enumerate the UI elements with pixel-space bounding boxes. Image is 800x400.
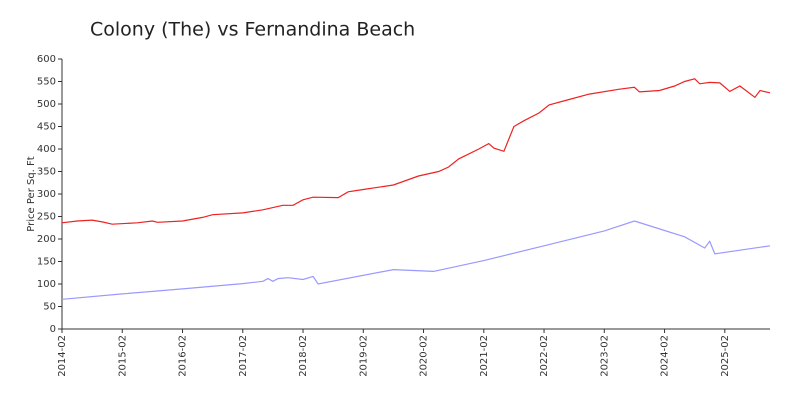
y-tick-label: 300 <box>37 189 56 200</box>
chart-title: Colony (The) vs Fernandina Beach <box>90 19 415 41</box>
x-tick-label: 2025-02 <box>720 335 731 377</box>
y-axis-label: Price Per Sq. Ft <box>26 156 37 231</box>
x-tick-label: 2018-02 <box>298 335 309 377</box>
x-tick-label: 2024-02 <box>660 335 671 377</box>
y-tick-label: 100 <box>37 279 56 290</box>
y-tick-label: 200 <box>37 234 56 245</box>
y-tick-label: 550 <box>37 77 56 88</box>
x-tick-label: 2015-02 <box>117 335 128 377</box>
y-tick-label: 350 <box>37 167 56 178</box>
y-tick-label: 450 <box>37 122 56 133</box>
y-tick-label: 250 <box>37 212 56 223</box>
y-tick-label: 500 <box>37 99 56 110</box>
x-tick-label: 2022-02 <box>539 335 550 377</box>
y-tick-label: 600 <box>37 54 56 65</box>
series-line <box>61 78 771 225</box>
x-tick-label: 2023-02 <box>599 335 610 377</box>
x-tick-label: 2021-02 <box>479 335 490 377</box>
y-tick-label: 0 <box>50 324 56 335</box>
x-tick-label: 2014-02 <box>57 335 68 377</box>
y-tick-label: 50 <box>43 302 56 313</box>
x-tick-label: 2016-02 <box>178 335 189 377</box>
x-tick-label: 2019-02 <box>358 335 369 377</box>
x-tick-label: 2017-02 <box>238 335 249 377</box>
x-tick-label: 2020-02 <box>419 335 430 377</box>
y-tick-label: 150 <box>37 257 56 268</box>
series-line <box>61 220 771 300</box>
y-tick-label: 400 <box>37 144 56 155</box>
